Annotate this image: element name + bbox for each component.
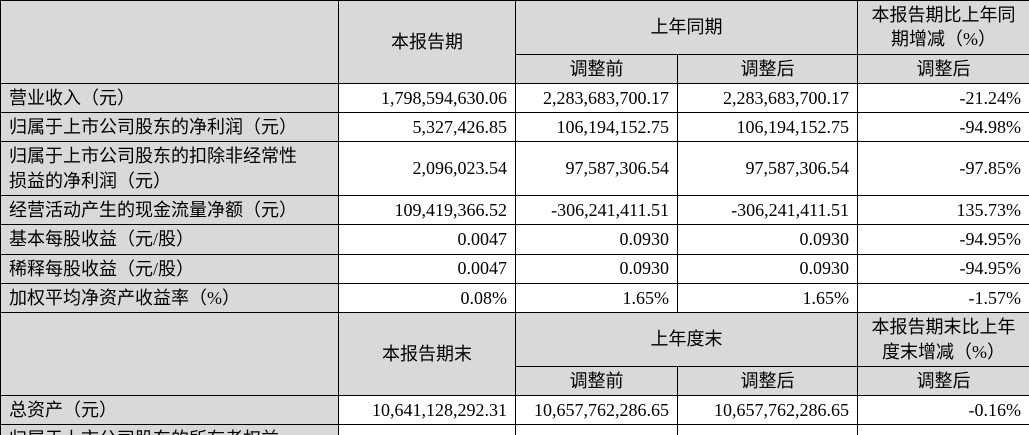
cell-after-adjust: 0.0930 [677, 224, 858, 255]
table-row-equity-attributable-to-shareholders: 归属于上市公司股东的所有者权益 （元） 6,359,619,768.86 6,4… [0, 424, 1029, 435]
col-subheader-after-adjust: 调整后 [677, 53, 858, 84]
cell-current: 0.0047 [338, 224, 516, 255]
cell-after-adjust: 10,657,762,286.65 [677, 395, 858, 426]
cell-change: -0.16% [857, 395, 1029, 426]
cell-change: -21.24% [857, 82, 1029, 114]
cell-after-adjust: 0.0930 [677, 253, 858, 284]
col-subheader-before-adjust: 调整前 [515, 365, 678, 397]
cell-current: 2,096,023.54 [338, 141, 516, 197]
row-label: 营业收入（元） [0, 82, 339, 114]
cell-current: 0.08% [338, 282, 516, 314]
cell-after-adjust: 97,587,306.54 [677, 141, 858, 197]
cell-current: 10,641,128,292.31 [338, 395, 516, 426]
table-row-total-assets: 总资产（元） 10,641,128,292.31 10,657,762,286.… [0, 395, 1029, 426]
table-row-net-profit-excl-nonrecurring: 归属于上市公司股东的扣除非经常性 损益的净利润（元） 2,096,023.54 … [0, 141, 1029, 197]
cell-current: 5,327,426.85 [338, 112, 516, 143]
corner-blank-cell [0, 0, 339, 84]
col-header-change: 本报告期比上年同 期增减（%） [857, 0, 1029, 55]
cell-after-adjust: 106,194,152.75 [677, 112, 858, 143]
row-label: 归属于上市公司股东的扣除非经常性 损益的净利润（元） [0, 141, 339, 197]
col-subheader-change-after-adjust: 调整后 [857, 365, 1029, 397]
col-header-prior-period-group: 上年同期 [515, 0, 858, 55]
cell-change: -1.57% [857, 282, 1029, 314]
col-subheader-before-adjust: 调整前 [515, 53, 678, 84]
section2-header-row-2: 调整前 调整后 调整后 [1, 365, 1029, 397]
col-subheader-change-after-adjust: 调整后 [857, 53, 1029, 84]
cell-current: 0.0047 [338, 253, 516, 284]
cell-change: -94.98% [857, 112, 1029, 143]
cell-after-adjust: 6,442,064,101.10 [677, 424, 858, 435]
section1-header-row-2: 调整前 调整后 调整后 [1, 53, 1029, 84]
col-header-change-period-end: 本报告期末比上年 度末增减（%） [857, 312, 1029, 367]
col-header-prior-year-end-group: 上年度末 [515, 312, 858, 367]
cell-change: -97.85% [857, 141, 1029, 197]
table-row-basic-eps: 基本每股收益（元/股） 0.0047 0.0930 0.0930 -94.95% [0, 224, 1029, 255]
row-label: 基本每股收益（元/股） [0, 224, 339, 255]
col-header-current-period: 本报告期 [338, 0, 516, 84]
cell-before-adjust: -306,241,411.51 [515, 195, 678, 226]
corner-blank-cell [0, 312, 339, 397]
cell-change: -94.95% [857, 224, 1029, 255]
col-header-current-period-end: 本报告期末 [338, 312, 516, 397]
cell-after-adjust: 1.65% [677, 282, 858, 314]
cell-before-adjust: 97,587,306.54 [515, 141, 678, 197]
cell-after-adjust: -306,241,411.51 [677, 195, 858, 226]
row-label: 归属于上市公司股东的净利润（元） [0, 112, 339, 143]
cell-before-adjust: 10,657,762,286.65 [515, 395, 678, 426]
cell-before-adjust: 2,283,683,700.17 [515, 82, 678, 114]
row-label: 总资产（元） [0, 395, 339, 426]
cell-before-adjust: 1.65% [515, 282, 678, 314]
table-row-revenue: 营业收入（元） 1,798,594,630.06 2,283,683,700.1… [0, 82, 1029, 114]
cell-current: 6,359,619,768.86 [338, 424, 516, 435]
cell-before-adjust: 0.0930 [515, 224, 678, 255]
cell-change: 135.73% [857, 195, 1029, 226]
section1-header-row-1: 本报告期 上年同期 本报告期比上年同 期增减（%） [0, 0, 1029, 84]
row-label: 加权平均净资产收益率（%） [0, 282, 339, 314]
table-row-weighted-avg-roe: 加权平均净资产收益率（%） 0.08% 1.65% 1.65% -1.57% [0, 282, 1029, 314]
cell-change: -94.95% [857, 253, 1029, 284]
row-label: 经营活动产生的现金流量净额（元） [0, 195, 339, 226]
table-row-diluted-eps: 稀释每股收益（元/股） 0.0047 0.0930 0.0930 -94.95% [0, 253, 1029, 284]
cell-before-adjust: 0.0930 [515, 253, 678, 284]
table-row-operating-cash-flow: 经营活动产生的现金流量净额（元） 109,419,366.52 -306,241… [0, 195, 1029, 226]
table-row-net-profit: 归属于上市公司股东的净利润（元） 5,327,426.85 106,194,15… [0, 112, 1029, 143]
cell-change: -1.28% [857, 424, 1029, 435]
section2-header-row-1: 本报告期末 上年度末 本报告期末比上年 度末增减（%） [0, 312, 1029, 397]
row-label: 稀释每股收益（元/股） [0, 253, 339, 284]
row-label: 归属于上市公司股东的所有者权益 （元） [0, 424, 339, 435]
cell-before-adjust: 106,194,152.75 [515, 112, 678, 143]
cell-current: 109,419,366.52 [338, 195, 516, 226]
cell-before-adjust: 6,442,064,101.10 [515, 424, 678, 435]
col-subheader-after-adjust: 调整后 [677, 365, 858, 397]
cell-after-adjust: 2,283,683,700.17 [677, 82, 858, 114]
cell-current: 1,798,594,630.06 [338, 82, 516, 114]
